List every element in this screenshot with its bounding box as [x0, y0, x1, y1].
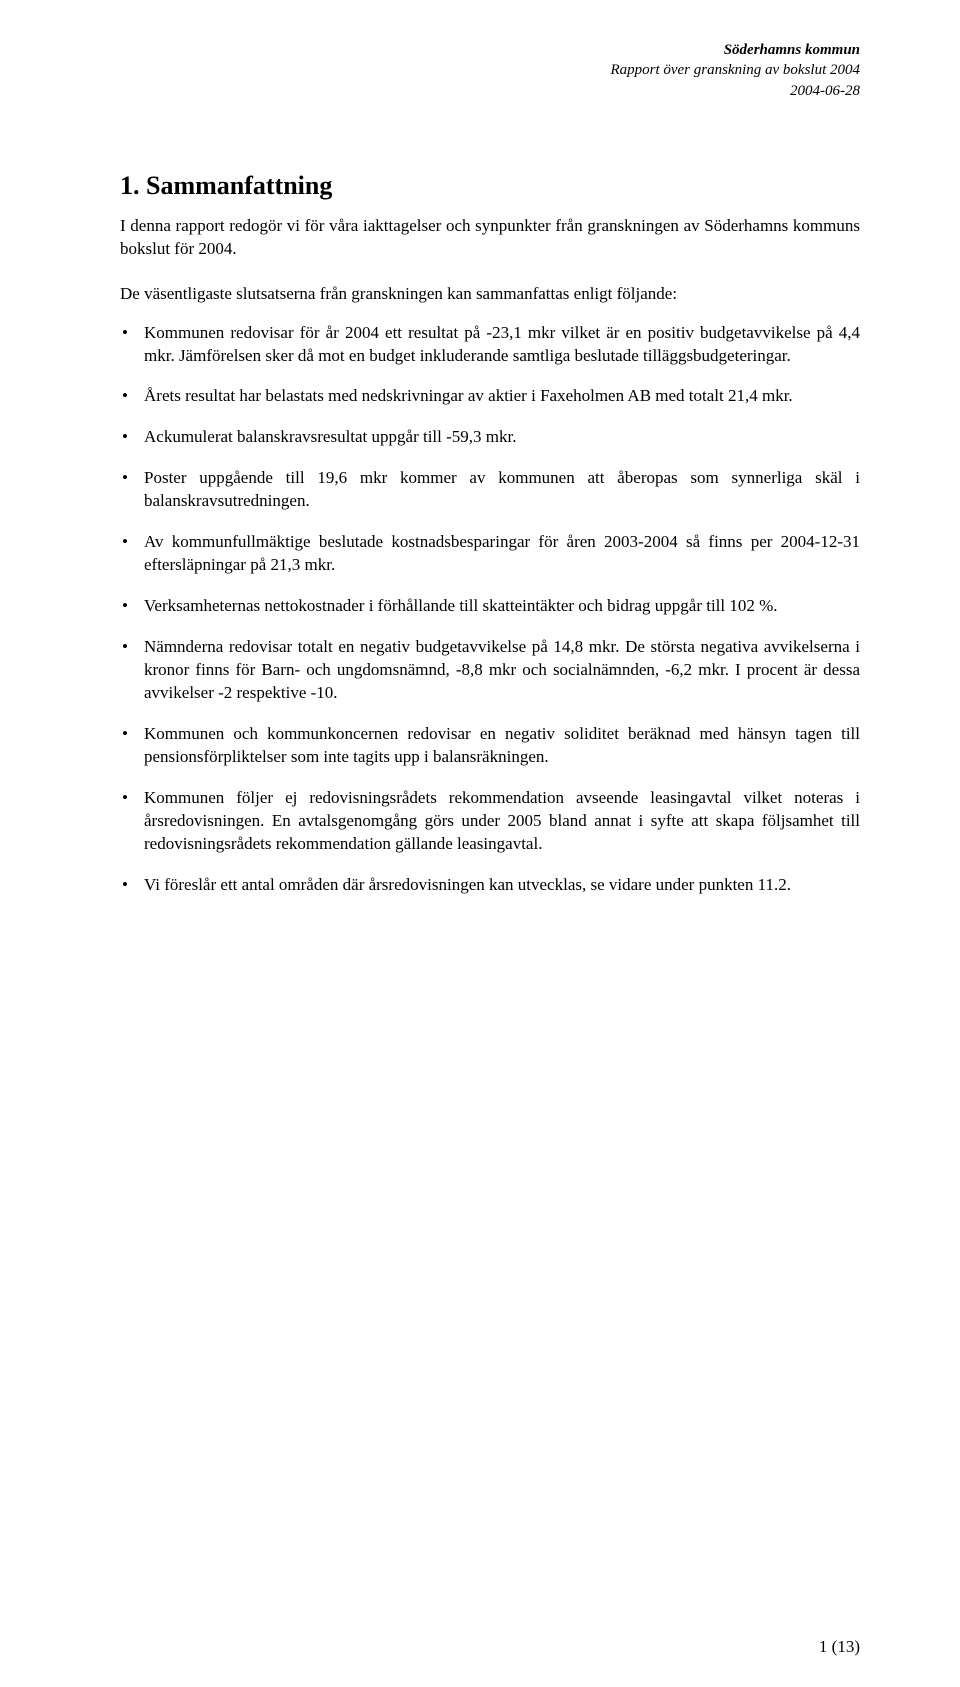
list-item: Poster uppgående till 19,6 mkr kommer av…: [120, 467, 860, 513]
document-page: Söderhamns kommun Rapport över gransknin…: [0, 0, 960, 1687]
list-item: Årets resultat har belastats med nedskri…: [120, 385, 860, 408]
header-org: Söderhamns kommun: [120, 40, 860, 60]
list-item: Kommunen redovisar för år 2004 ett resul…: [120, 322, 860, 368]
list-item: Vi föreslår ett antal områden där årsred…: [120, 874, 860, 897]
intro-paragraph: I denna rapport redogör vi för våra iakt…: [120, 215, 860, 261]
list-item: Nämnderna redovisar totalt en negativ bu…: [120, 636, 860, 705]
lead-paragraph: De väsentligaste slutsatserna från grans…: [120, 283, 860, 306]
page-header: Söderhamns kommun Rapport över gransknin…: [120, 40, 860, 101]
section-title: 1. Sammanfattning: [120, 171, 860, 201]
header-date: 2004-06-28: [120, 81, 860, 101]
list-item: Ackumulerat balanskravsresultat uppgår t…: [120, 426, 860, 449]
bullet-list: Kommunen redovisar för år 2004 ett resul…: [120, 322, 860, 897]
list-item: Kommunen följer ej redovisningsrådets re…: [120, 787, 860, 856]
header-subtitle: Rapport över granskning av bokslut 2004: [120, 60, 860, 80]
list-item: Kommunen och kommunkoncernen redovisar e…: [120, 723, 860, 769]
list-item: Av kommunfullmäktige beslutade kostnadsb…: [120, 531, 860, 577]
list-item: Verksamheternas nettokostnader i förhåll…: [120, 595, 860, 618]
page-number: 1 (13): [819, 1637, 860, 1657]
